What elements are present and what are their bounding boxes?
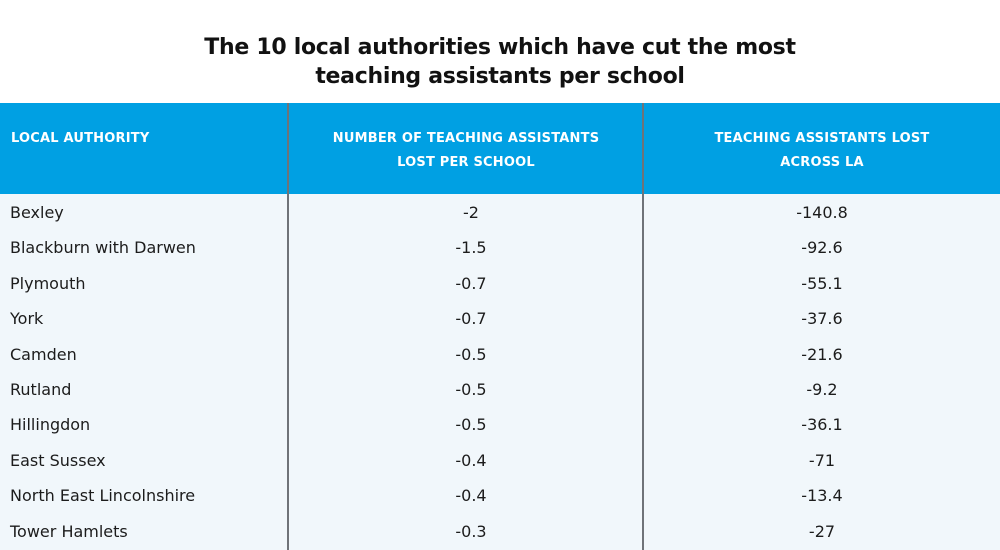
table-row: Plymouth -0.7 -55.1 xyxy=(0,265,1000,300)
cell-across-la: -140.8 xyxy=(796,203,848,222)
table-row: Blackburn with Darwen -1.5 -92.6 xyxy=(0,229,1000,264)
column-header-lost-per-school: NUMBER OF TEACHING ASSISTANTS LOST PER S… xyxy=(289,103,643,194)
header-text-line-1: NUMBER OF TEACHING ASSISTANTS xyxy=(332,131,600,146)
cell-per-school: -0.5 xyxy=(455,415,487,435)
cell-per-school: -0.3 xyxy=(455,521,487,541)
table-row: Rutland -0.5 -9.2 xyxy=(0,371,1000,406)
cell-authority: Hillingdon xyxy=(10,415,91,435)
cell-authority: Plymouth xyxy=(10,273,86,293)
cell-across-la: -37.6 xyxy=(801,309,843,329)
column-header-local-authority: LOCAL AUTHORITY xyxy=(0,103,288,194)
cell-per-school: -0.5 xyxy=(455,344,487,364)
table-row: Tower Hamlets -0.3 -27 xyxy=(0,513,1000,548)
cell-across-la: -27 xyxy=(808,521,836,541)
cell-per-school: -0.4 xyxy=(455,486,487,506)
header-text-line-2: ACROSS LA xyxy=(780,155,864,170)
page-title: The 10 local authorities which have cut … xyxy=(0,33,1000,91)
table-header: LOCAL AUTHORITY NUMBER OF TEACHING ASSIS… xyxy=(0,103,1000,194)
column-divider xyxy=(642,103,644,550)
cell-authority: Bexley xyxy=(10,203,64,222)
cell-across-la: -92.6 xyxy=(801,238,843,258)
cell-across-la: -13.4 xyxy=(801,486,843,506)
table-row: Hillingdon -0.5 -36.1 xyxy=(0,406,1000,441)
header-text: LOCAL AUTHORITY xyxy=(11,131,150,146)
table-row: Bexley -2 -140.8 xyxy=(0,194,1000,229)
cell-across-la: -71 xyxy=(808,450,836,470)
cell-per-school: -1.5 xyxy=(455,238,487,258)
table-row: North East Lincolnshire -0.4 -13.4 xyxy=(0,477,1000,512)
cell-across-la: -36.1 xyxy=(801,415,843,435)
cell-per-school: -0.7 xyxy=(455,309,487,329)
header-text-line-1: TEACHING ASSISTANTS LOST xyxy=(714,131,930,146)
cell-authority: York xyxy=(10,309,44,329)
title-line-1: The 10 local authorities which have cut … xyxy=(204,35,796,60)
cell-authority: North East Lincolnshire xyxy=(10,486,196,506)
header-text-line-2: LOST PER SCHOOL xyxy=(397,155,535,170)
cell-authority: East Sussex xyxy=(10,450,106,470)
cell-per-school: -0.4 xyxy=(455,450,487,470)
cell-across-la: -9.2 xyxy=(806,379,838,399)
cell-authority: Rutland xyxy=(10,379,72,399)
column-divider xyxy=(287,103,289,550)
cell-per-school: -0.7 xyxy=(455,273,487,293)
table-row: East Sussex -0.4 -71 xyxy=(0,442,1000,477)
cell-across-la: -21.6 xyxy=(801,344,843,364)
title-line-2: teaching assistants per school xyxy=(315,64,685,89)
cell-authority: Camden xyxy=(10,344,77,364)
table-body: Bexley -2 -140.8 Blackburn with Darwen -… xyxy=(0,194,1000,548)
column-header-lost-across-la: TEACHING ASSISTANTS LOST ACROSS LA xyxy=(644,103,1000,194)
table-row: Camden -0.5 -21.6 xyxy=(0,336,1000,371)
cell-per-school: -2 xyxy=(463,203,479,222)
cell-across-la: -55.1 xyxy=(801,273,843,293)
cell-authority: Blackburn with Darwen xyxy=(10,238,196,258)
cell-authority: Tower Hamlets xyxy=(10,521,128,541)
data-table: LOCAL AUTHORITY NUMBER OF TEACHING ASSIS… xyxy=(0,103,1000,550)
cell-per-school: -0.5 xyxy=(455,379,487,399)
table-row: York -0.7 -37.6 xyxy=(0,300,1000,335)
